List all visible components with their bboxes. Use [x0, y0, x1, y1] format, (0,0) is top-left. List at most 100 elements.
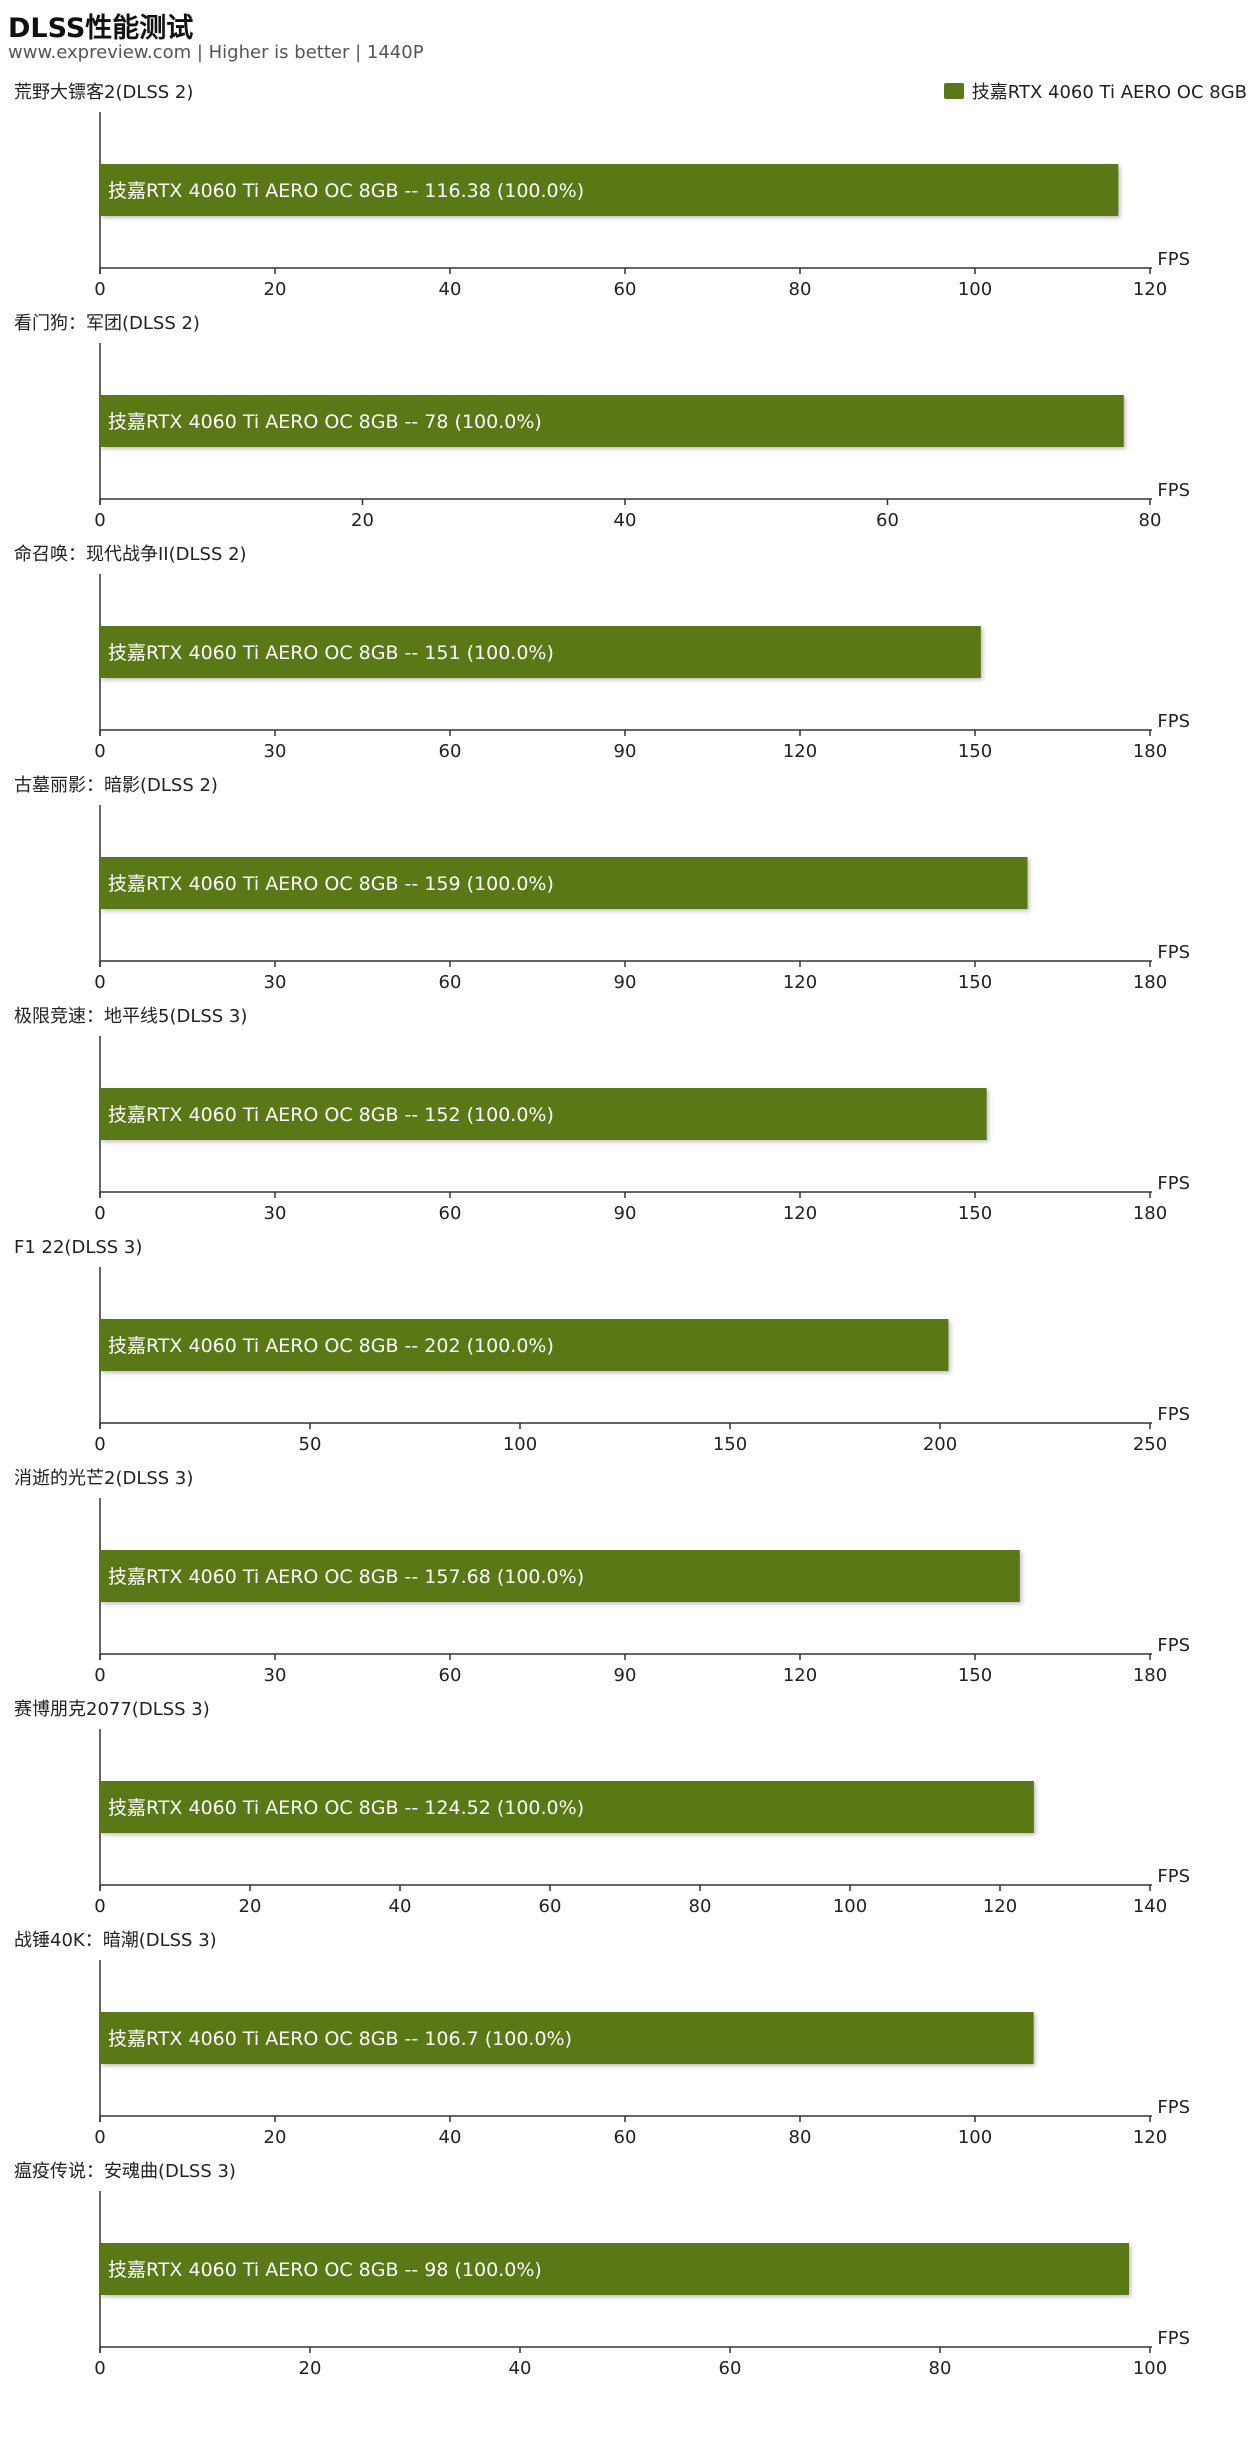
x-tick-label: 0	[94, 2127, 105, 2148]
x-axis-unit-label: FPS	[1157, 2328, 1190, 2349]
x-tick-label: 0	[94, 1665, 105, 1686]
x-tick-label: 60	[439, 1203, 462, 1224]
x-tick-label: 0	[94, 1896, 105, 1917]
x-tick-label: 60	[439, 1665, 462, 1686]
x-tick-label: 150	[958, 741, 992, 762]
bar-data-label: 技嘉RTX 4060 Ti AERO OC 8GB -- 124.52 (100…	[108, 1797, 584, 1819]
chart-panel: 命召唤：现代战争II(DLSS 2) 技嘉RTX 4060 Ti AERO OC …	[14, 544, 1190, 762]
x-tick-label: 30	[264, 1203, 287, 1224]
x-tick-label: 90	[614, 1203, 637, 1224]
x-tick-label: 100	[958, 2127, 992, 2148]
page-title: DLSS性能测试	[8, 13, 194, 44]
x-tick-label: 30	[264, 741, 287, 762]
x-tick-label: 60	[614, 2127, 637, 2148]
x-tick-label: 40	[439, 279, 462, 300]
x-tick-label: 0	[94, 279, 105, 300]
legend-swatch	[943, 83, 964, 99]
x-tick-label: 40	[439, 2127, 462, 2148]
x-tick-label: 150	[713, 1434, 747, 1455]
chart-title: 古墓丽影：暗影(DLSS 2)	[14, 775, 218, 796]
bar-data-label: 技嘉RTX 4060 Ti AERO OC 8GB -- 157.68 (100…	[108, 1566, 584, 1588]
chart-title: 极限竞速：地平线5(DLSS 3)	[14, 1006, 247, 1027]
x-axis-unit-label: FPS	[1157, 1866, 1190, 1887]
chart-panel: 消逝的光芒2(DLSS 3) 技嘉RTX 4060 Ti AERO OC 8GB …	[14, 1468, 1190, 1686]
x-tick-label: 140	[1133, 1896, 1167, 1917]
x-tick-label: 20	[264, 279, 287, 300]
bar-data-label: 技嘉RTX 4060 Ti AERO OC 8GB -- 202 (100.0%…	[108, 1335, 554, 1357]
chart-panel: 瘟疫传说：安魂曲(DLSS 3) 技嘉RTX 4060 Ti AERO OC 8G…	[14, 2161, 1190, 2379]
x-tick-label: 150	[958, 972, 992, 993]
x-tick-label: 180	[1133, 972, 1167, 993]
chart-panel: 赛博朋克2077(DLSS 3) 技嘉RTX 4060 Ti AERO OC 8G…	[14, 1699, 1190, 1917]
chart-title: 战锤40K：暗潮(DLSS 3)	[14, 1930, 217, 1951]
x-tick-label: 0	[94, 1203, 105, 1224]
bar	[100, 626, 981, 678]
chart-title: 赛博朋克2077(DLSS 3)	[14, 1699, 210, 1720]
x-tick-label: 40	[509, 2358, 532, 2379]
x-tick-label: 80	[929, 2358, 952, 2379]
chart-title: 荒野大镖客2(DLSS 2)	[14, 82, 193, 103]
x-axis-unit-label: FPS	[1157, 2097, 1190, 2118]
x-axis-unit-label: FPS	[1157, 1404, 1190, 1425]
chart-title: F1 22(DLSS 3)	[14, 1237, 142, 1258]
x-tick-label: 60	[614, 279, 637, 300]
x-tick-label: 0	[94, 1434, 105, 1455]
chart-panel: F1 22(DLSS 3) 技嘉RTX 4060 Ti AERO OC 8GB -…	[14, 1237, 1190, 1455]
x-axis-unit-label: FPS	[1157, 1635, 1190, 1656]
x-tick-label: 0	[94, 741, 105, 762]
x-tick-label: 100	[833, 1896, 867, 1917]
legend: 技嘉RTX 4060 Ti AERO OC 8GB	[943, 78, 1247, 104]
bar	[100, 1781, 1034, 1833]
x-tick-label: 120	[783, 741, 817, 762]
bar	[100, 1550, 1020, 1602]
bar	[100, 1319, 949, 1371]
bar	[100, 2243, 1129, 2295]
x-tick-label: 120	[783, 1665, 817, 1686]
x-axis-unit-label: FPS	[1157, 711, 1190, 732]
x-tick-label: 60	[439, 972, 462, 993]
x-axis-unit-label: FPS	[1157, 942, 1190, 963]
x-tick-label: 20	[351, 510, 374, 531]
legend-label: 技嘉RTX 4060 Ti AERO OC 8GB	[971, 82, 1247, 103]
x-tick-label: 150	[958, 1203, 992, 1224]
x-tick-label: 60	[539, 1896, 562, 1917]
x-tick-label: 180	[1133, 741, 1167, 762]
bar	[100, 395, 1124, 447]
x-tick-label: 60	[876, 510, 899, 531]
x-tick-label: 20	[239, 1896, 262, 1917]
x-tick-label: 0	[94, 510, 105, 531]
chart-title: 命召唤：现代战争II(DLSS 2)	[14, 544, 247, 565]
x-tick-label: 80	[689, 1896, 712, 1917]
x-axis-unit-label: FPS	[1157, 249, 1190, 270]
x-tick-label: 180	[1133, 1203, 1167, 1224]
bar-data-label: 技嘉RTX 4060 Ti AERO OC 8GB -- 78 (100.0%)	[108, 411, 542, 433]
chart-title: 瘟疫传说：安魂曲(DLSS 3)	[14, 2161, 236, 2182]
x-tick-label: 40	[389, 1896, 412, 1917]
x-tick-label: 100	[958, 279, 992, 300]
x-tick-label: 20	[264, 2127, 287, 2148]
x-tick-label: 100	[503, 1434, 537, 1455]
x-axis-unit-label: FPS	[1157, 1173, 1190, 1194]
bar	[100, 164, 1119, 216]
x-tick-label: 120	[783, 972, 817, 993]
x-tick-label: 80	[789, 2127, 812, 2148]
x-tick-label: 100	[1133, 2358, 1167, 2379]
x-tick-label: 150	[958, 1665, 992, 1686]
bar-data-label: 技嘉RTX 4060 Ti AERO OC 8GB -- 116.38 (100…	[108, 180, 584, 202]
x-axis-unit-label: FPS	[1157, 480, 1190, 501]
chart-title: 消逝的光芒2(DLSS 3)	[14, 1468, 193, 1489]
bar-data-label: 技嘉RTX 4060 Ti AERO OC 8GB -- 98 (100.0%)	[108, 2259, 542, 2281]
chart-panel: 极限竞速：地平线5(DLSS 3) 技嘉RTX 4060 Ti AERO OC 8…	[14, 1006, 1190, 1224]
bar-data-label: 技嘉RTX 4060 Ti AERO OC 8GB -- 152 (100.0%…	[108, 1104, 554, 1126]
x-tick-label: 120	[783, 1203, 817, 1224]
bar-data-label: 技嘉RTX 4060 Ti AERO OC 8GB -- 106.7 (100.…	[108, 2028, 572, 2050]
x-tick-label: 60	[439, 741, 462, 762]
x-tick-label: 30	[264, 1665, 287, 1686]
x-tick-label: 30	[264, 972, 287, 993]
x-tick-label: 120	[983, 1896, 1017, 1917]
x-tick-label: 250	[1133, 1434, 1167, 1455]
bar	[100, 857, 1028, 909]
x-tick-label: 120	[1133, 2127, 1167, 2148]
x-tick-label: 120	[1133, 279, 1167, 300]
